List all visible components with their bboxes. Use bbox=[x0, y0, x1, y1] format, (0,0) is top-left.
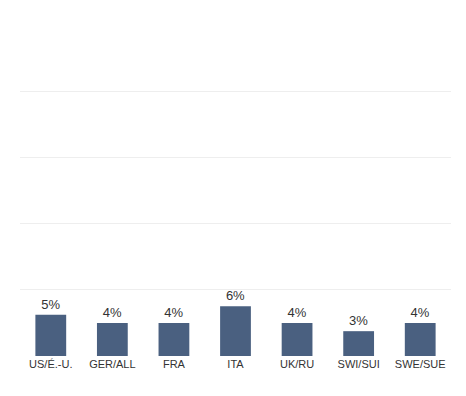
svg-text:4%: 4% bbox=[164, 305, 183, 320]
svg-text:3%: 3% bbox=[349, 313, 368, 328]
svg-text:UK/RU: UK/RU bbox=[280, 358, 314, 370]
svg-text:5%: 5% bbox=[41, 297, 60, 312]
svg-text:4%: 4% bbox=[287, 305, 306, 320]
svg-text:4%: 4% bbox=[103, 305, 122, 320]
svg-text:ITA: ITA bbox=[227, 358, 244, 370]
svg-text:US/É.-U.: US/É.-U. bbox=[29, 358, 72, 370]
svg-text:SWE/SUE: SWE/SUE bbox=[395, 358, 446, 370]
svg-text:4%: 4% bbox=[411, 305, 430, 320]
svg-text:FRA: FRA bbox=[163, 358, 186, 370]
svg-text:GER/ALL: GER/ALL bbox=[89, 358, 135, 370]
svg-text:6%: 6% bbox=[226, 288, 245, 303]
svg-text:SWI/SUI: SWI/SUI bbox=[338, 358, 380, 370]
